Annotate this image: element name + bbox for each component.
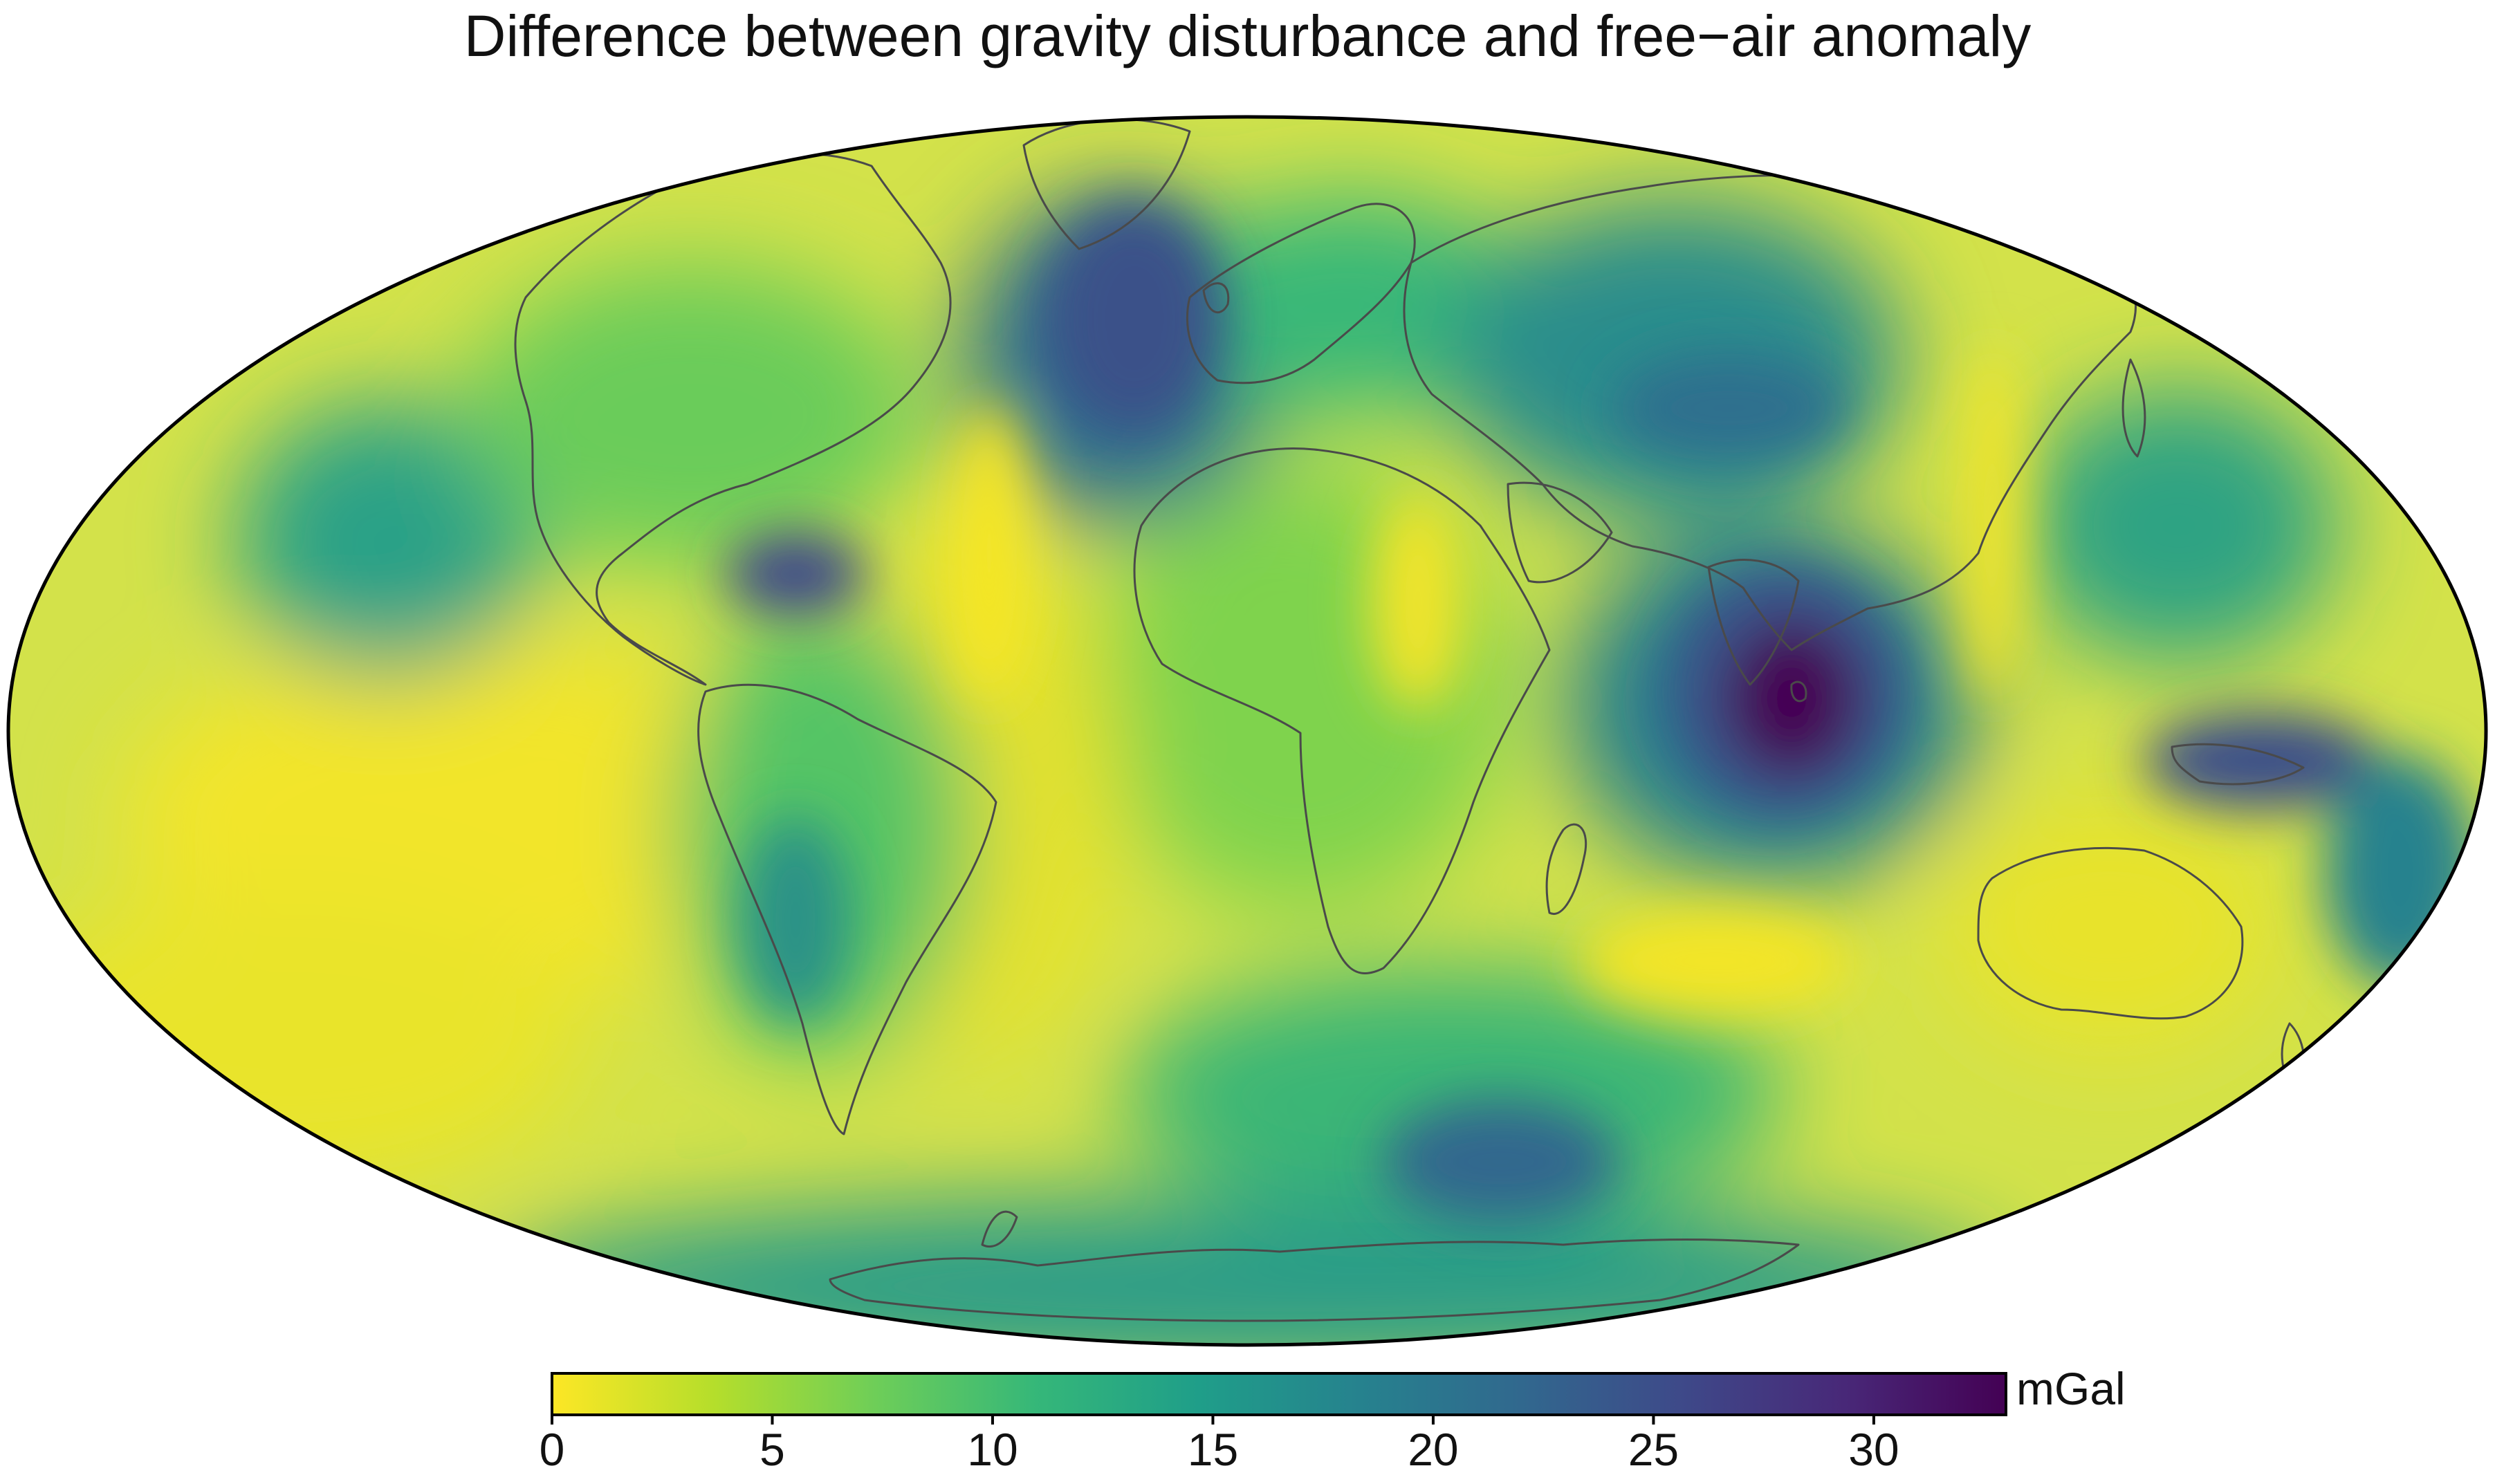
blob-tibet xyxy=(1612,353,1847,463)
blob-north-pacific xyxy=(235,401,540,678)
colorbar-ticks xyxy=(551,1415,1875,1425)
blob-southern-ocean xyxy=(1121,968,1785,1217)
colorbar-tick-label: 5 xyxy=(759,1424,785,1475)
blob-caribbean xyxy=(726,532,865,615)
blob-south-indian xyxy=(1577,906,1854,1017)
map-field xyxy=(8,117,2486,1345)
blob-europe xyxy=(1169,194,1529,415)
blob-new-guinea xyxy=(2144,712,2379,809)
coast-british-isles xyxy=(1202,282,1230,313)
blob-greenland-sea xyxy=(1044,201,1224,436)
coast-japan xyxy=(2121,358,2146,458)
coast-australia xyxy=(1977,846,2244,1020)
coastlines xyxy=(514,118,2305,1322)
coast-madagascar xyxy=(1545,823,1587,916)
colorbar-unit: mGal xyxy=(2016,1363,2126,1414)
blob-north-atlantic-ridge xyxy=(948,401,1031,705)
blob-indian-low-core xyxy=(1726,622,1857,775)
colorbar-tick-label: 20 xyxy=(1408,1424,1459,1475)
colorbar-tick-label: 30 xyxy=(1848,1424,1899,1475)
map-frame xyxy=(6,115,2488,1347)
blob-north-america xyxy=(463,263,920,567)
coast-india xyxy=(1707,559,1800,686)
colorbar-tick-label: 0 xyxy=(539,1424,565,1475)
colorbar-tick-label: 10 xyxy=(967,1424,1018,1475)
coast-africa xyxy=(1133,447,1551,974)
coast-arabia xyxy=(1507,481,1613,584)
colorbar xyxy=(551,1372,2007,1425)
coast-antarctica xyxy=(829,1239,1800,1322)
coast-antarctic-peninsula xyxy=(981,1210,1018,1248)
coast-europe xyxy=(1186,203,1416,384)
blob-east-africa xyxy=(1370,491,1466,712)
field-blobs-local xyxy=(726,201,2476,1224)
blob-west-pacific xyxy=(2020,387,2338,664)
colorbar-tick-label: 25 xyxy=(1628,1424,1679,1475)
map-title: Difference between gravity disturbance a… xyxy=(463,3,2032,68)
blob-south-pacific xyxy=(8,885,581,1189)
blob-tasman xyxy=(1944,802,2276,1051)
blob-andes xyxy=(740,816,851,1023)
colorbar-tick-label: 15 xyxy=(1187,1424,1239,1475)
colorbar-scale xyxy=(551,1372,2007,1416)
blob-east-asia-arc xyxy=(1961,346,2023,705)
coast-sri-lanka xyxy=(1790,680,1807,703)
blob-sw-indian xyxy=(1383,1100,1619,1224)
coast-south-america xyxy=(697,683,997,1135)
coast-new-guinea xyxy=(2171,743,2305,786)
